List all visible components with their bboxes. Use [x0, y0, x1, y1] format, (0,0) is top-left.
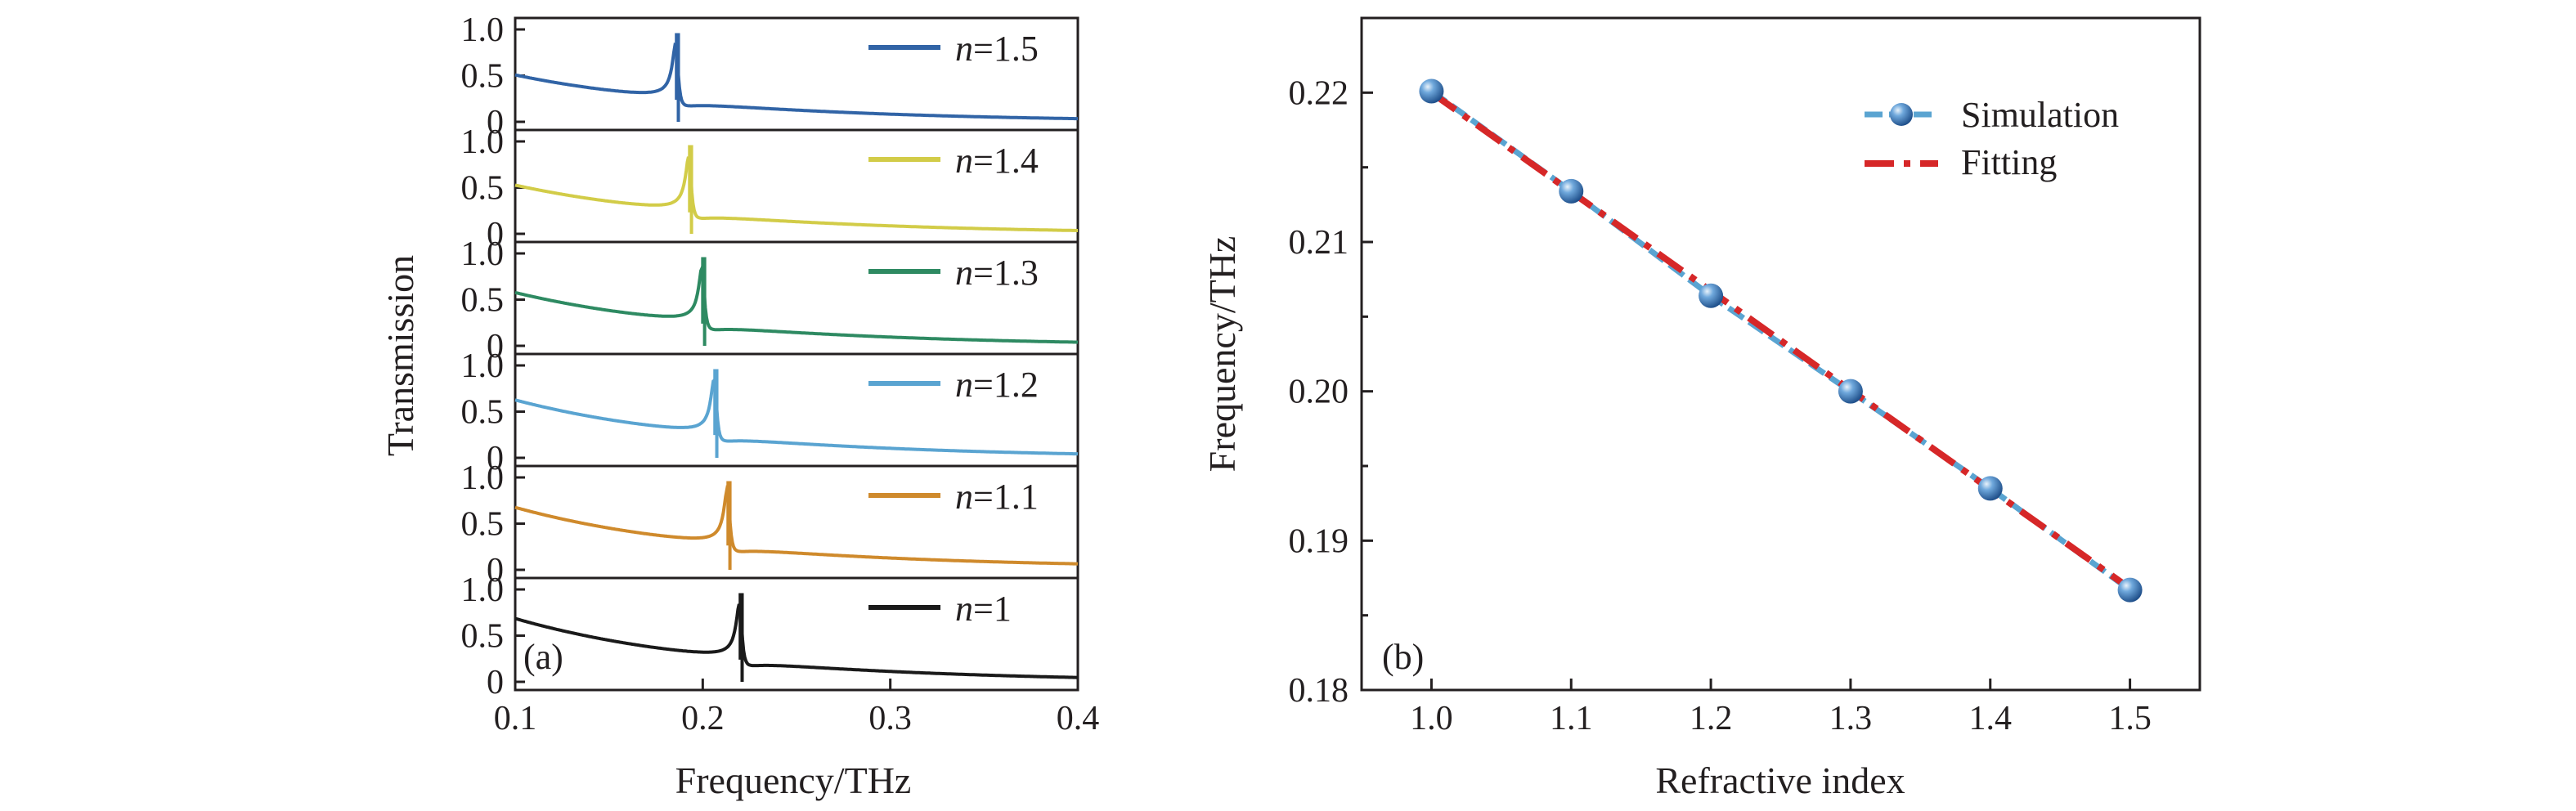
y-tick-label: 0: [487, 440, 504, 477]
y-tick-label: 1.0: [461, 571, 505, 609]
legend-fitting-label: Fitting: [1961, 142, 2057, 182]
panel-b-x-axis-label: Refractive index: [1655, 759, 1905, 801]
panel-b-y-ticks: 0.18 0.19 0.20 0.21 0.22: [1289, 74, 1373, 710]
legend-label-n=1.3: n=1.3: [955, 253, 1039, 293]
y-tick-label: 0.5: [461, 618, 505, 656]
y-tick-label: 1.0: [461, 459, 505, 497]
legend-fitting: Fitting: [1865, 142, 2057, 182]
x-tick-label: 1.1: [1550, 700, 1593, 737]
panel-b-legend: Simulation Fitting: [1865, 95, 2119, 182]
y-tick-label: 0.5: [461, 394, 505, 432]
x-tick-label: 1.5: [2108, 700, 2152, 737]
spectrum-curve-n=1.1: [514, 484, 1079, 566]
panel-a-x-axis-label: Frequency/THz: [675, 759, 912, 801]
panel-a-stacked-transmission: 0 0.5 1.0 n=1.5 0 0.5 1.0 n=1.4 0 0.5 1.0 n=1.3 0 0.5…: [379, 11, 1099, 801]
subplot-n=1.1: 0 0.5 1.0 n=1.1: [461, 459, 1079, 589]
subplot-n=1: 0 0.5 1.0 n=1: [461, 571, 1079, 701]
y-tick-label: 0.22: [1289, 74, 1349, 112]
legend-simulation: Simulation: [1865, 95, 2119, 135]
y-tick-label: 0: [487, 664, 504, 701]
legend-label-n=1.1: n=1.1: [955, 477, 1039, 517]
y-tick-label: 1.0: [461, 235, 505, 273]
x-tick-label: 1.4: [1969, 700, 2013, 737]
x-tick-label: 0.4: [1057, 700, 1100, 737]
x-tick-label: 1.0: [1410, 700, 1453, 737]
subplot-n=1.2: 0 0.5 1.0 n=1.2: [461, 347, 1079, 477]
y-tick-label: 0.21: [1289, 224, 1349, 262]
panel-b-y-axis-label: Frequency/THz: [1201, 236, 1243, 473]
legend-simulation-label: Simulation: [1961, 95, 2119, 135]
y-tick-label: 0: [487, 552, 504, 589]
panel-b-axes-frame: [1360, 16, 2201, 692]
y-tick-label: 0.5: [461, 58, 505, 96]
x-tick-label: 1.2: [1690, 700, 1733, 737]
spectrum-curve-n=1.4: [514, 156, 1078, 232]
spectrum-curve-n=1: [514, 603, 1078, 679]
y-tick-label: 0.19: [1289, 522, 1349, 560]
simulation-point: [1559, 178, 1584, 204]
subplot-n=1.5: 0 0.5 1.0 n=1.5: [461, 11, 1079, 141]
y-tick-label: 0: [487, 328, 504, 365]
x-tick-label: 1.3: [1829, 700, 1873, 737]
spectrum-curve-n=1.3: [514, 262, 1079, 344]
y-tick-label: 0: [487, 216, 504, 253]
panel-b-label: (b): [1382, 637, 1424, 677]
simulation-point: [1699, 283, 1724, 308]
subplot-n=1.4: 0 0.5 1.0 n=1.4: [461, 123, 1079, 253]
spectrum-curve-n=1.5: [514, 42, 1078, 121]
panel-a-label: (a): [523, 637, 563, 677]
panel-b-frequency-vs-index: 1.0 1.1 1.2 1.3 1.4 1.5 0.180.190.200.210.22 …: [1201, 16, 2201, 801]
panel-a-subplots: 0 0.5 1.0 n=1.5 0 0.5 1.0 n=1.4 0 0.5 1.0 n=1.3 0 0.5…: [461, 11, 1079, 701]
simulation-point: [2117, 577, 2143, 603]
spectrum-curve-n=1.2: [514, 377, 1079, 456]
panel-b-series: [1419, 78, 2143, 603]
panel-b-x-ticks: 1.0 1.1 1.2 1.3 1.4 1.5: [1410, 679, 2152, 737]
legend-label-n=1.5: n=1.5: [955, 29, 1039, 69]
y-tick-label: 1.0: [461, 11, 505, 49]
y-tick-label: 0.18: [1289, 672, 1349, 710]
legend-simulation-marker: [1890, 103, 1913, 126]
y-tick-label: 1.0: [461, 123, 505, 161]
legend-label-n=1.2: n=1.2: [955, 365, 1039, 405]
simulation-point: [1419, 78, 1444, 104]
y-tick-label: 1.0: [461, 347, 505, 385]
y-tick-label: 0.20: [1289, 374, 1349, 411]
legend-label-n=1.4: n=1.4: [955, 141, 1039, 181]
legend-label-n=1: n=1: [955, 589, 1012, 629]
y-tick-label: 0.5: [461, 282, 505, 320]
y-tick-label: 0.5: [461, 170, 505, 208]
x-tick-label: 0.3: [868, 700, 912, 737]
x-tick-label: 0.2: [681, 700, 725, 737]
subplot-n=1.3: 0 0.5 1.0 n=1.3: [461, 235, 1079, 365]
y-tick-label: 0.5: [461, 506, 505, 544]
x-tick-label: 0.1: [494, 700, 537, 737]
y-tick-label: 0: [487, 104, 504, 141]
subplot-frame: [514, 576, 1079, 692]
simulation-point: [1977, 476, 2003, 501]
simulation-point: [1838, 379, 1863, 404]
panel-a-x-ticks: 0.1 0.2 0.3 0.4: [494, 679, 1100, 737]
panel-a-y-axis-label: Transmission: [379, 255, 421, 456]
